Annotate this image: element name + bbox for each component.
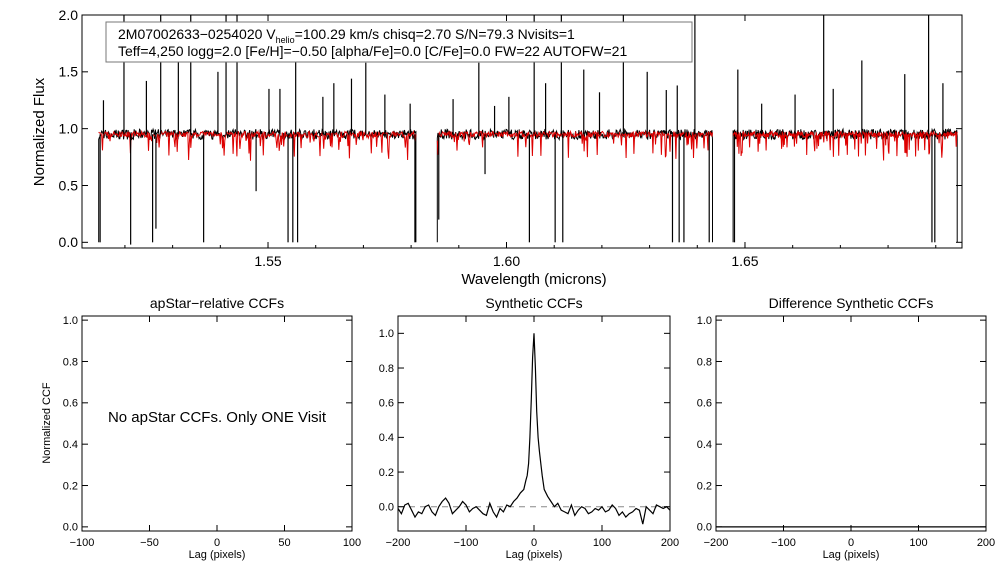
difference-ccf-frame	[715, 315, 987, 532]
spectrum-ytick-label: 2.0	[59, 7, 79, 23]
synthetic-ccf-panel: Synthetic CCFs −200 −100 0 100 200 0.0 0.2 0.4 0…	[379, 295, 679, 561]
difference-ccf-xlabel: Lag (pixels)	[823, 549, 880, 561]
synthetic-ccf-title: Synthetic CCFs	[485, 295, 582, 311]
spectrum-panel: 1.55 1.60 1.65 0.0 0.5 1.0 1.5 2.0 Normalized F…	[31, 7, 963, 288]
difference-ccf-ytick-label: 0.8	[697, 356, 712, 368]
annotation-line-1-sub: helio	[276, 35, 295, 45]
apstar-ccf-xtick-label: −100	[70, 537, 95, 549]
apstar-ccf-message: No apStar CCFs. Only ONE Visit	[108, 409, 327, 426]
spectrum-plot-frame	[81, 14, 963, 249]
apstar-ccf-ytick-label: 0.6	[63, 398, 78, 410]
apstar-ccf-ytick-label: 0.8	[63, 356, 78, 368]
apstar-ccf-xtick-label: 100	[343, 537, 361, 549]
annotation-box	[105, 21, 693, 63]
synthetic-ccf-frame	[397, 315, 671, 532]
model-spectrum-chunk	[436, 129, 713, 159]
synthetic-ccf-ticks: −200 −100 0 100 200 0.0 0.2 0.4 0.6 0.8 1.0	[379, 316, 679, 549]
apstar-ccf-ytick-label: 0.0	[63, 522, 78, 534]
observed-spectrum-chunk	[98, 127, 417, 243]
spectrum-ytick-label: 0.5	[59, 177, 79, 193]
difference-ccf-ytick-label: 0.4	[697, 439, 712, 451]
observed-spectrum-chunk	[436, 127, 713, 243]
difference-ccf-ytick-label: 0.0	[697, 522, 712, 534]
apstar-ccf-ticks: −100 −50 0 50 100 0.0 0.2 0.4 0.6 0.8 1.0	[63, 315, 361, 549]
apstar-ccf-xtick-label: 50	[278, 537, 290, 549]
apstar-ccf-ytick-label: 1.0	[63, 315, 78, 327]
synthetic-ccf-ytick-label: 1.0	[379, 328, 394, 340]
spectrum-ytick-label: 1.0	[59, 121, 79, 137]
synthetic-ccf-series	[397, 333, 671, 525]
synthetic-ccf-xlabel: Lag (pixels)	[506, 549, 563, 561]
difference-ccf-xtick-label: −200	[704, 537, 729, 549]
difference-ccf-ytick-label: 0.6	[697, 398, 712, 410]
spectrum-xlabel: Wavelength (microns)	[461, 271, 606, 288]
annotation-line-1-post: =100.29 km/s chisq=2.70 S/N=79.3 Nvisits…	[295, 26, 575, 42]
synthetic-ccf-xtick-label: −100	[454, 537, 479, 549]
synthetic-ccf-ytick-label: 0.8	[379, 363, 394, 375]
apstar-ccf-xtick-label: 0	[214, 537, 220, 549]
apstar-ccf-panel: apStar−relative CCFs −100 −50 0 50 100 0.0 0.2…	[41, 295, 361, 561]
annotation-line-1-pre: 2M07002633−0254020 V	[118, 26, 276, 42]
apstar-ccf-title: apStar−relative CCFs	[150, 295, 284, 311]
apstar-ccf-ylabel: Normalized CCF	[41, 382, 53, 464]
difference-ccf-title: Difference Synthetic CCFs	[769, 295, 934, 311]
annotation-line-1: 2M07002633−0254020 Vhelio=100.29 km/s ch…	[118, 26, 575, 45]
difference-ccf-xtick-label: −100	[771, 537, 796, 549]
apstar-ccf-ytick-label: 0.2	[63, 480, 78, 492]
difference-ccf-xtick-label: 0	[848, 537, 854, 549]
spectrum-xtick-label: 1.65	[731, 253, 758, 269]
apstar-ccf-xlabel: Lag (pixels)	[189, 549, 246, 561]
difference-ccf-ticks: −200 −100 0 100 200 0.0 0.2 0.4 0.6 0.8 1.0	[697, 315, 995, 549]
synthetic-ccf-xtick-label: 100	[593, 537, 611, 549]
difference-ccf-xtick-label: 200	[977, 537, 995, 549]
model-spectrum-chunk	[98, 129, 417, 161]
apstar-ccf-xtick-label: −50	[140, 537, 159, 549]
synthetic-ccf-ytick-label: 0.4	[379, 432, 394, 444]
synthetic-ccf-ytick-label: 0.2	[379, 467, 394, 479]
spectrum-xtick-label: 1.55	[254, 253, 281, 269]
spectrum-ytick-label: 1.5	[59, 64, 79, 80]
difference-ccf-ytick-label: 1.0	[697, 315, 712, 327]
spectrum-ytick-label: 0.0	[59, 234, 79, 250]
synthetic-ccf-xtick-label: 200	[661, 537, 679, 549]
synthetic-ccf-ytick-label: 0.6	[379, 398, 394, 410]
synthetic-ccf-xtick-label: 0	[531, 537, 537, 549]
apstar-ccf-ytick-label: 0.4	[63, 439, 78, 451]
spectrum-xtick-label: 1.60	[493, 253, 520, 269]
synthetic-ccf-xtick-label: −200	[386, 537, 411, 549]
spectrum-ticks: 1.55 1.60 1.65 0.0 0.5 1.0 1.5 2.0	[59, 7, 962, 269]
synthetic-ccf-ytick-label: 0.0	[379, 502, 394, 514]
difference-ccf-panel: Difference Synthetic CCFs −200 −100 0 100 20…	[697, 295, 995, 561]
spectrum-ylabel: Normalized Flux	[31, 77, 48, 186]
model-spectrum-chunk	[732, 129, 958, 161]
difference-ccf-xtick-label: 100	[909, 537, 927, 549]
annotation-line-2: Teff=4,250 logg=2.0 [Fe/H]=−0.50 [alpha/…	[118, 43, 627, 59]
difference-ccf-ytick-label: 0.2	[697, 480, 712, 492]
